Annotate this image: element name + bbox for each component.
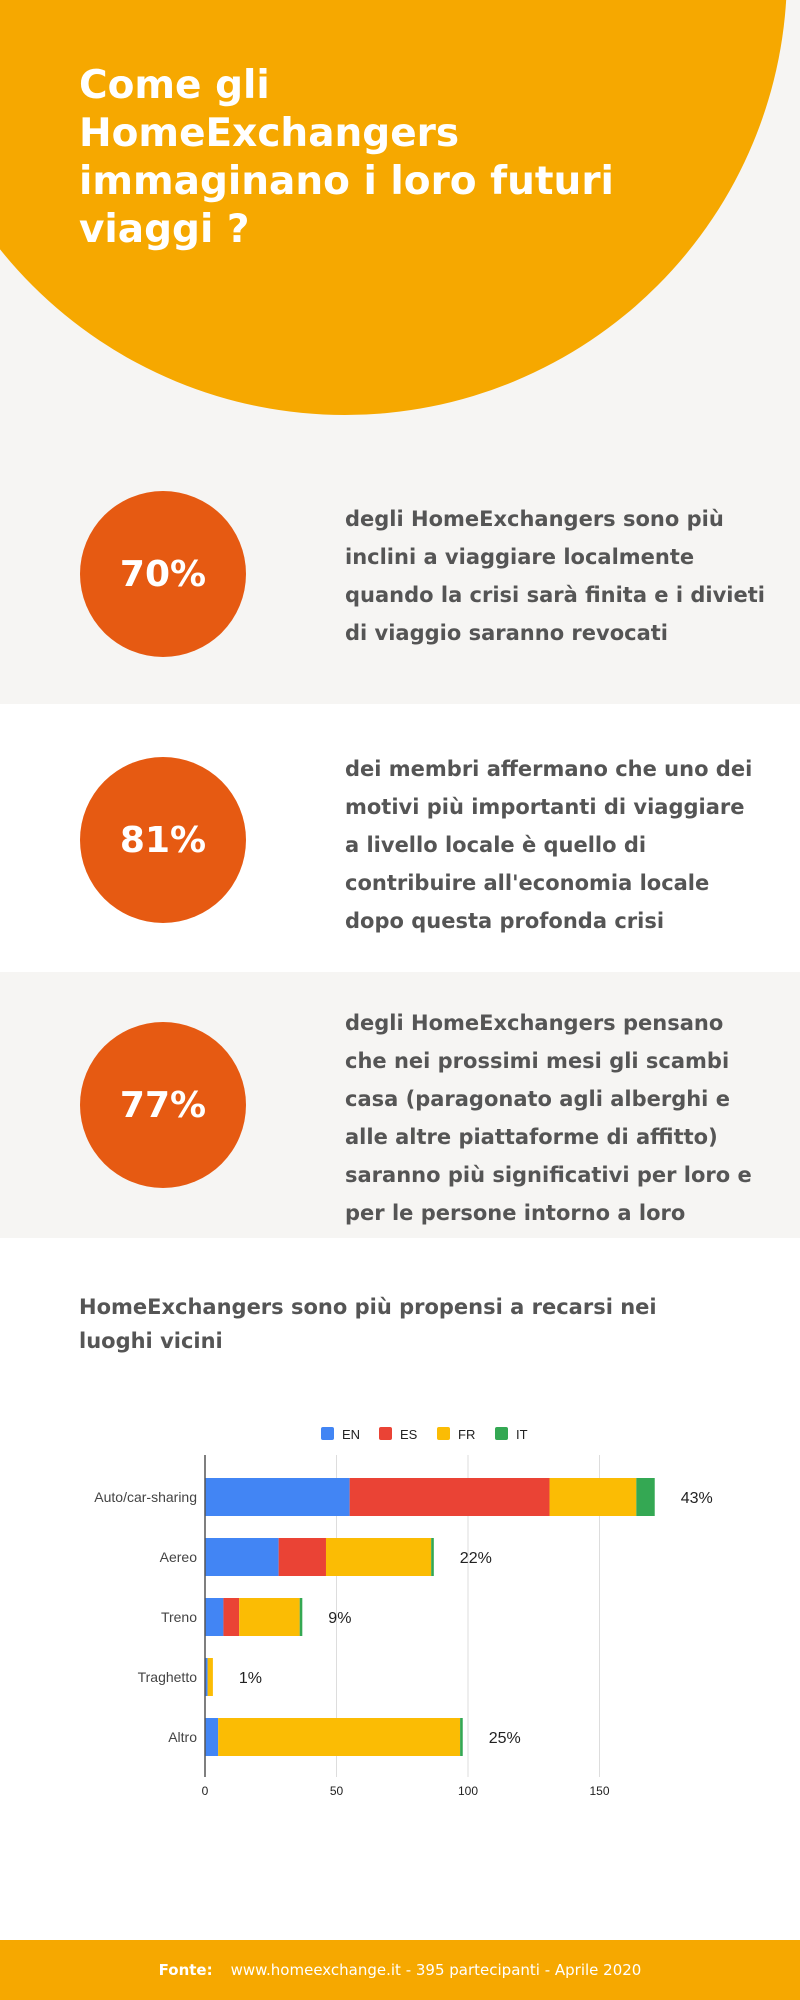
- legend-swatch: [321, 1427, 334, 1440]
- footer-label: Fonte:: [158, 1961, 213, 1979]
- bar-segment-fr: [239, 1598, 300, 1636]
- footer-source: www.homeexchange.it - 395 partecipanti -…: [230, 1961, 642, 1979]
- x-tick-label: 150: [589, 1784, 609, 1798]
- bar-segment-fr: [207, 1658, 213, 1696]
- header: Come gli HomeExchangers immaginano i lor…: [0, 0, 800, 704]
- legend-label: ES: [400, 1427, 418, 1442]
- bar-segment-it: [636, 1478, 655, 1516]
- data-label: 43%: [681, 1490, 713, 1507]
- x-tick-label: 50: [330, 1784, 344, 1798]
- legend-label: FR: [458, 1427, 475, 1442]
- legend-swatch: [379, 1427, 392, 1440]
- bar-segment-it: [299, 1598, 303, 1636]
- bar-segment-es: [223, 1598, 240, 1636]
- chart: 0 50 100 150 EN ES FR IT Auto/car-sharing 43% Aere…: [94, 1427, 713, 1798]
- stat-circle: 77%: [80, 1022, 246, 1188]
- bar-segment-es: [349, 1478, 550, 1516]
- bar-segment-es: [278, 1538, 326, 1576]
- bar-segment-en: [205, 1718, 219, 1756]
- bar-segment-it: [460, 1718, 463, 1756]
- page-title: Come gli HomeExchangers immaginano i lor…: [79, 63, 614, 252]
- legend-label: IT: [516, 1427, 528, 1442]
- stat-section-3: 77% degli HomeExchangers pensano che nei…: [0, 972, 800, 1238]
- category-label: Auto/car-sharing: [94, 1489, 197, 1505]
- bar-segment-en: [205, 1538, 279, 1576]
- data-label: 22%: [460, 1550, 492, 1567]
- category-label: Treno: [161, 1609, 197, 1625]
- stat-section-1: 70% degli HomeExchangers sono più inclin…: [0, 415, 800, 704]
- category-label: Aereo: [160, 1549, 198, 1565]
- bar-segment-fr: [325, 1538, 432, 1576]
- bar-segment-it: [431, 1538, 434, 1576]
- x-tick-label: 100: [458, 1784, 478, 1798]
- category-label: Altro: [168, 1729, 197, 1745]
- stat-circle: 70%: [80, 491, 246, 657]
- bar-segment-en: [205, 1598, 224, 1636]
- stat-text: degli HomeExchangers sono più inclini a …: [345, 507, 765, 645]
- stat-circle: 81%: [80, 757, 246, 923]
- bar-segment-fr: [549, 1478, 637, 1516]
- data-label: 9%: [328, 1610, 351, 1627]
- data-label: 1%: [239, 1670, 262, 1687]
- data-label: 25%: [489, 1730, 521, 1747]
- bar-segment-fr: [218, 1718, 461, 1756]
- bar-segment-en: [205, 1658, 208, 1696]
- legend-swatch: [437, 1427, 450, 1440]
- footer: Fonte: www.homeexchange.it - 395 parteci…: [0, 1940, 800, 2000]
- stat-text: degli HomeExchangers pensano che nei pro…: [345, 1011, 752, 1225]
- category-label: Traghetto: [138, 1669, 198, 1685]
- chart-heading: HomeExchangers sono più propensi a recar…: [79, 1295, 657, 1353]
- stat-text: dei membri affermano che uno dei motivi …: [345, 757, 753, 933]
- legend-label: EN: [342, 1427, 360, 1442]
- bar-segment-en: [205, 1478, 350, 1516]
- legend-swatch: [495, 1427, 508, 1440]
- x-tick-label: 0: [202, 1784, 209, 1798]
- stat-section-2: 81% dei membri affermano che uno dei mot…: [0, 704, 800, 972]
